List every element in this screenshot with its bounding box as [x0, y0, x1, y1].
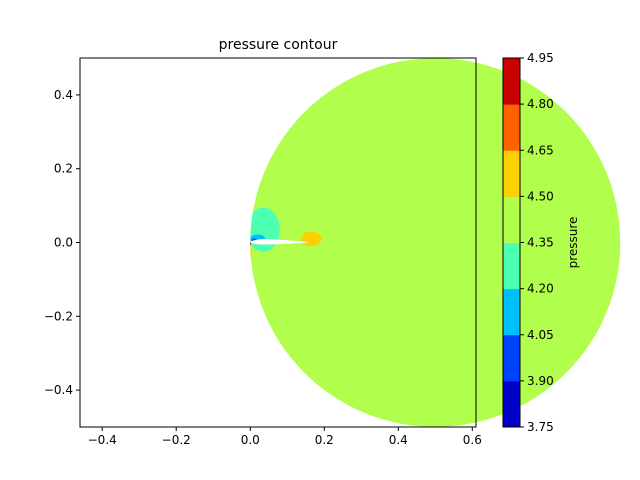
- x-tick-label: 0.4: [389, 433, 408, 447]
- colorbar-segment: [503, 242, 520, 290]
- y-tick-label: 0.2: [54, 162, 73, 176]
- y-axis: −0.4 −0.2 0.0 0.2 0.4: [44, 88, 80, 397]
- domain-background: [250, 58, 621, 427]
- colorbar-segment: [503, 104, 520, 151]
- colorbar-tick-label: 4.05: [527, 328, 554, 342]
- y-tick-label: −0.4: [44, 383, 73, 397]
- x-tick-label: −0.4: [88, 433, 117, 447]
- airfoil: [250, 239, 310, 245]
- x-axis: −0.4 −0.2 0.0 0.2 0.4 0.6: [88, 427, 482, 447]
- colorbar-tick-label: 3.75: [527, 420, 554, 434]
- x-tick-label: 0.6: [463, 433, 482, 447]
- colorbar-segment: [503, 196, 520, 243]
- colorbar-segment: [503, 288, 520, 336]
- chart-title: pressure contour: [219, 37, 338, 53]
- y-tick-label: −0.2: [44, 309, 73, 323]
- x-tick-label: 0.2: [315, 433, 334, 447]
- colorbar-tick-label: 4.65: [527, 143, 554, 157]
- y-tick-label: 0.0: [54, 236, 73, 250]
- colorbar-tick-label: 4.95: [527, 51, 554, 65]
- colorbar-segment: [503, 380, 520, 428]
- x-tick-label: 0.0: [241, 433, 260, 447]
- x-tick-label: −0.2: [162, 433, 191, 447]
- colorbar-tick-label: 4.35: [527, 236, 554, 250]
- colorbar-tick-label: 3.90: [527, 374, 554, 388]
- contour-high-pressure-trailing-edge: [300, 231, 322, 247]
- colorbar: 3.75 3.90 4.05 4.20 4.35 4.50 4.65 4.80 4.95: [502, 51, 554, 434]
- colorbar-segment: [503, 150, 520, 197]
- contour-low-pressure-bubble-upper: [250, 207, 280, 252]
- colorbar-segment: [503, 58, 520, 105]
- y-tick-label: 0.4: [54, 88, 73, 102]
- colorbar-tick-label: 4.50: [527, 189, 554, 203]
- colorbar-segment: [503, 334, 520, 382]
- contour-high-pressure-leading-edge: [250, 236, 253, 271]
- colorbar-tick-label: 4.80: [527, 97, 554, 111]
- colorbar-tick-label: 4.20: [527, 282, 554, 296]
- contour-plot-area: [250, 58, 621, 427]
- contour-regions: [250, 58, 621, 427]
- colorbar-label: pressure: [566, 217, 580, 269]
